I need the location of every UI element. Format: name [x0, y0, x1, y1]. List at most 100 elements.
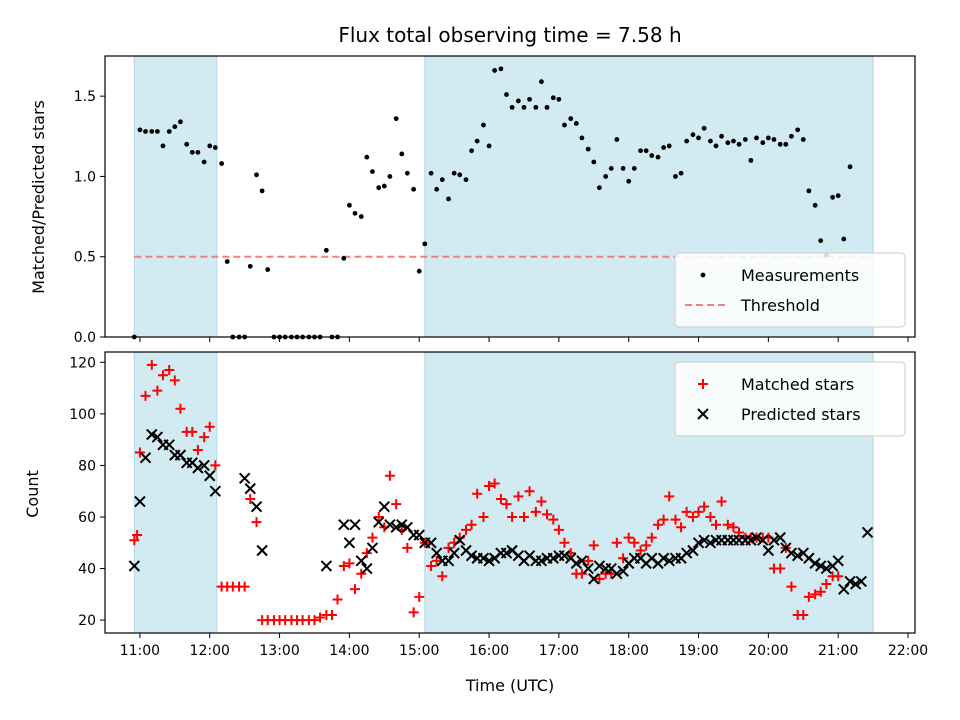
y-tick-label: 20: [78, 613, 96, 629]
measurements-point: [323, 247, 329, 253]
measurements-point: [678, 170, 684, 176]
measurements-point: [742, 137, 748, 142]
legend-label: Measurements: [741, 266, 859, 285]
matched-stars-point: [775, 563, 786, 574]
measurements-point: [533, 104, 539, 110]
measurements-point: [562, 122, 567, 128]
matched-stars-point: [693, 506, 704, 517]
y-tick-label: 0.5: [74, 250, 96, 266]
predicted-stars-point: [745, 534, 757, 546]
matched-stars-point: [414, 591, 425, 602]
predicted-stars-point: [611, 567, 623, 580]
matched-stars-point: [164, 365, 175, 376]
matched-stars-point: [437, 571, 448, 582]
measurements-point: [434, 186, 440, 192]
x-tick-label: 11:00: [120, 643, 160, 659]
predicted-stars-point: [430, 547, 443, 559]
matched-stars-point: [646, 532, 657, 543]
measurements-point: [830, 194, 836, 200]
measurements-point: [178, 119, 183, 125]
matched-stars-point: [833, 571, 844, 582]
predicted-stars-point: [192, 462, 204, 474]
predicted-stars-point: [692, 537, 705, 549]
y-tick-label: 100: [69, 407, 96, 423]
measurements-point: [149, 129, 155, 134]
predicted-stars-point: [657, 552, 670, 564]
measurements-point: [596, 185, 602, 191]
matched-stars-point: [553, 524, 564, 535]
x-axis-label: Time (UTC): [465, 676, 554, 695]
measurements-point: [189, 149, 195, 155]
observing-window-band: [133, 351, 218, 634]
measurements-point: [515, 98, 521, 104]
predicted-stars-point: [832, 555, 844, 567]
matched-stars-point: [687, 511, 698, 522]
legend: Measurements Threshold: [674, 252, 906, 328]
measurements-point: [154, 129, 160, 134]
matched-stars-point: [658, 514, 669, 525]
matched-stars-point: [489, 478, 500, 489]
measurements-point: [713, 143, 719, 149]
matched-stars-point: [821, 579, 832, 590]
measurements-point: [765, 135, 771, 141]
legend-label: Threshold: [740, 296, 820, 315]
matched-stars-point: [803, 591, 814, 602]
predicted-stars-point: [477, 552, 490, 564]
predicted-stars-point: [174, 449, 187, 461]
predicted-stars-point: [373, 516, 385, 528]
predicted-stars-point: [238, 472, 251, 485]
matched-stars-point: [716, 496, 727, 507]
measurements-point: [265, 267, 271, 272]
measurements-point: [492, 68, 498, 73]
measurements-point: [212, 145, 218, 150]
matched-stars-point: [309, 615, 320, 626]
predicted-stars-point: [861, 526, 874, 539]
matched-stars-point: [536, 496, 547, 507]
measurements-point: [422, 241, 428, 247]
predicted-stars-point: [465, 549, 478, 562]
matched-stars-point: [518, 511, 529, 522]
measurements-point: [166, 129, 172, 134]
measurements-point: [626, 178, 632, 184]
matched-stars-point: [815, 586, 826, 597]
matched-stars-point: [635, 545, 646, 556]
legend-box: [674, 361, 906, 437]
matched-stars-point: [810, 589, 821, 600]
predicted-stars-point: [768, 534, 780, 546]
measurements-point: [521, 104, 527, 110]
matched-stars-point: [466, 519, 477, 530]
predicted-stars-point: [698, 534, 710, 546]
matched-stars-point: [426, 560, 437, 571]
matched-stars-point: [391, 499, 402, 510]
predicted-stars-point: [820, 562, 833, 575]
measurements-point: [451, 170, 457, 176]
measurements-point: [620, 166, 626, 171]
matched-stars-point: [513, 491, 524, 502]
measurements-point: [696, 135, 701, 141]
measurements-point: [428, 170, 434, 176]
predicted-stars-point: [396, 519, 408, 531]
matched-stars-point: [175, 403, 186, 414]
measurements-point: [550, 95, 556, 101]
predicted-stars-point: [785, 547, 798, 559]
measurements-point: [527, 96, 532, 102]
matched-stars-point: [431, 555, 442, 566]
predicted-stars-point: [378, 500, 391, 513]
y-tick-label: 120: [69, 355, 96, 371]
x-tick-label: 12:00: [190, 643, 230, 659]
matched-stars-point: [699, 501, 710, 512]
measurements-point: [411, 186, 417, 192]
matched-stars-point: [705, 511, 716, 522]
measurements-point: [603, 174, 609, 179]
legend-box: [674, 252, 906, 328]
measurements-point: [719, 133, 724, 139]
predicted-stars-point: [454, 534, 466, 546]
measurements-point: [591, 159, 597, 165]
measurements-point: [381, 183, 387, 189]
predicted-stars-point: [425, 537, 437, 549]
legend-label: Matched stars: [741, 375, 854, 394]
predicted-stars-point: [448, 547, 460, 559]
measurements-point: [207, 143, 213, 149]
predicted-stars-point: [250, 500, 263, 513]
